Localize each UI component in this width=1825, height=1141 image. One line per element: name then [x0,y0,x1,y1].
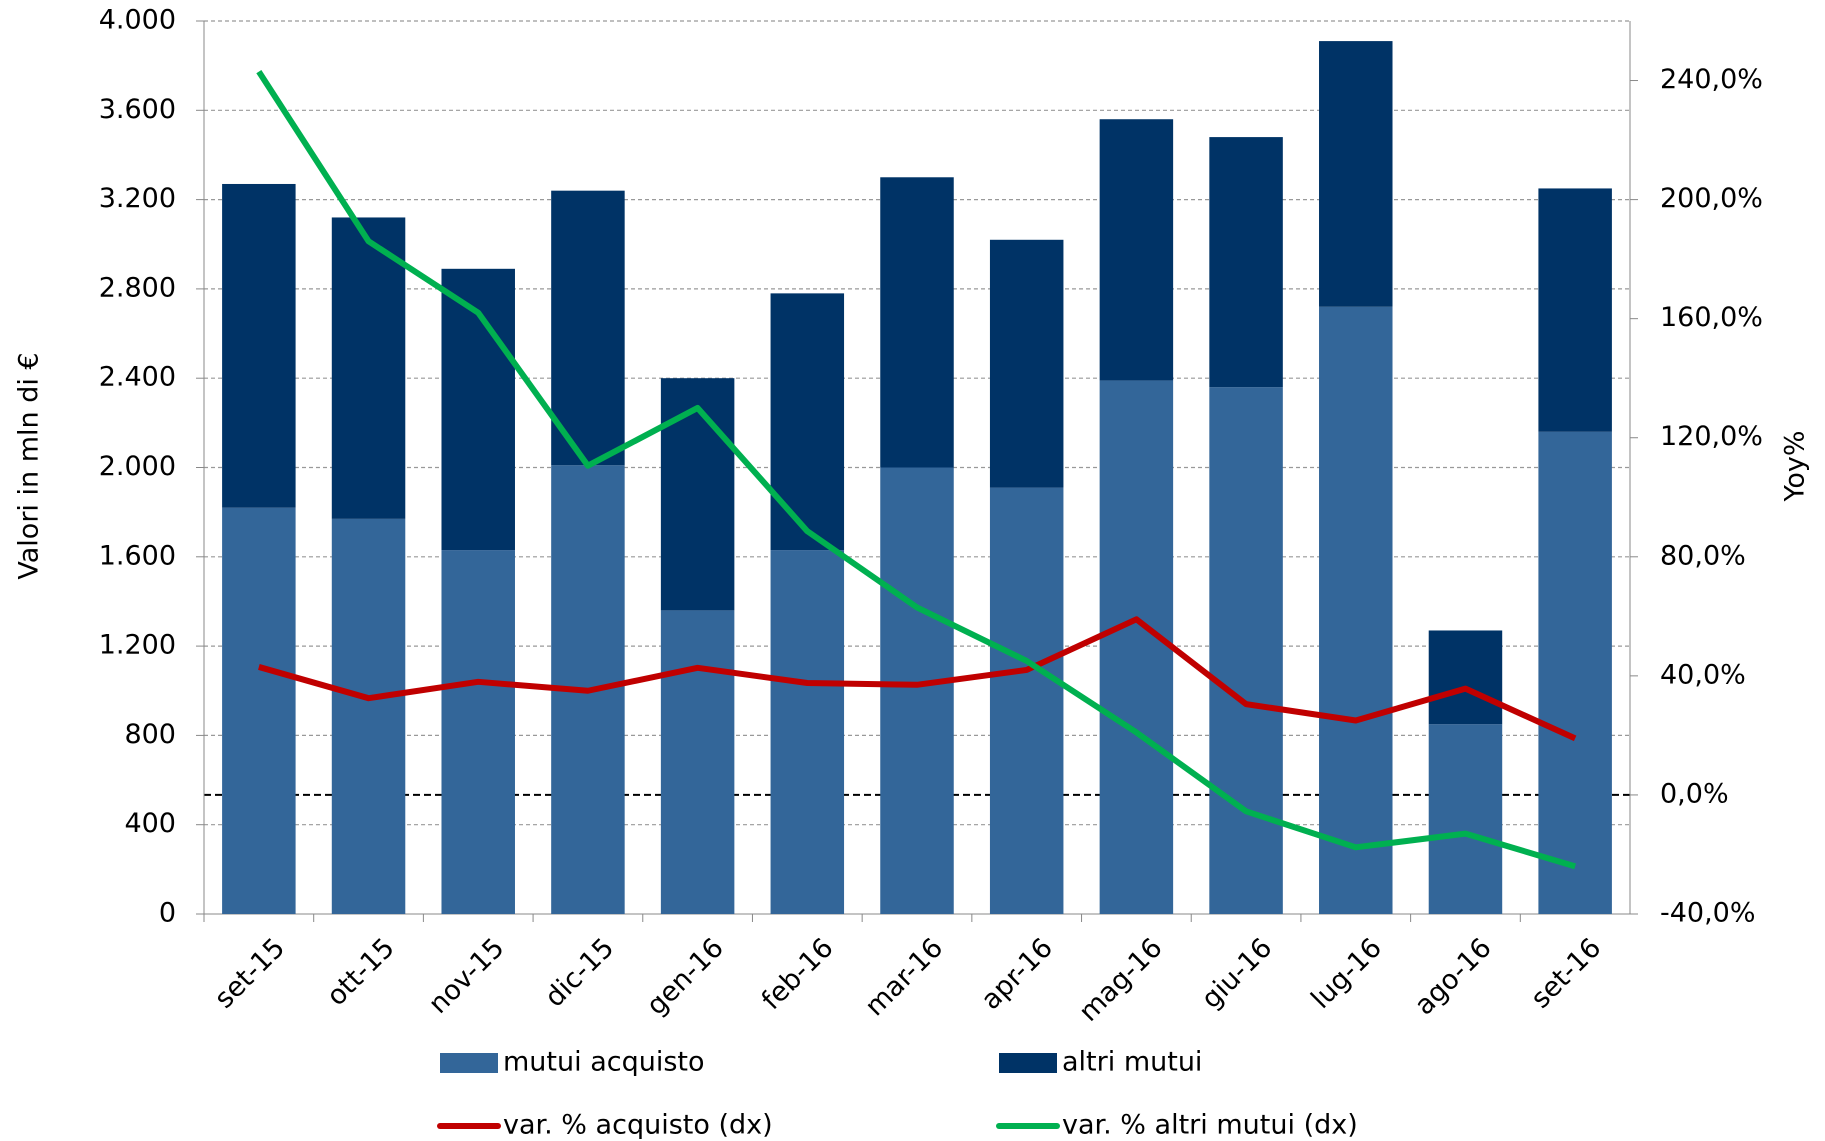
legend-label: mutui acquisto [503,1047,705,1078]
bar [222,183,296,508]
x-tick-label: set-16 [1525,932,1607,1014]
bar [441,550,515,914]
y2-tick-label: 80,0% [1660,540,1746,571]
bar [770,293,845,551]
bar [1099,119,1174,381]
y-tick-label: 4.000 [99,5,176,36]
y2-axis-label: Yoy% [1780,430,1811,502]
y2-tick-label: 160,0% [1660,302,1763,333]
bar [1319,306,1393,914]
y2-tick-label: 200,0% [1660,183,1763,214]
bar [660,378,735,611]
x-tick-label: nov-15 [423,932,511,1020]
bar [1428,724,1503,914]
bar [331,518,406,914]
y-tick-label: 800 [124,719,176,750]
bar [1538,188,1612,432]
bar [880,177,954,468]
legend-swatch [440,1053,498,1073]
y2-tick-label: 0,0% [1660,778,1729,809]
y2-tick-label: 240,0% [1660,64,1763,95]
bar [989,487,1064,914]
y-axis-label: Valori in mln di € [14,352,45,579]
legend-swatch [999,1053,1057,1073]
y2-tick-label: -40,0% [1660,898,1756,929]
x-tick-label: set-15 [209,932,291,1014]
y-tick-label: 3.200 [99,183,176,214]
x-tick-label: gen-16 [641,932,730,1021]
line [258,616,1577,742]
x-tick-label: mar-16 [859,932,949,1022]
bar [222,507,296,914]
x-tick-label: mag-16 [1073,932,1169,1028]
legend-label: var. % altri mutui (dx) [1062,1110,1358,1141]
x-tick-label: ott-15 [321,932,401,1012]
bar [1209,387,1283,914]
x-tick-label: apr-16 [975,932,1059,1016]
y-tick-label: 1.600 [99,540,176,571]
bar [1099,380,1174,914]
y-tick-label: 3.600 [99,94,176,125]
y-tick-label: 400 [124,808,176,839]
legend-label: var. % acquisto (dx) [503,1110,773,1141]
bar [1538,431,1612,914]
y-tick-label: 2.800 [99,272,176,303]
bar [770,550,845,914]
bar [1209,137,1283,388]
x-tick-label: lug-16 [1305,932,1388,1015]
line [256,69,1577,870]
bar [331,217,406,519]
y-tick-label: 2.000 [99,451,176,482]
bar [551,190,625,466]
y-tick-label: 0 [159,898,176,929]
bar [1319,41,1393,307]
bar [989,239,1064,488]
bar [660,610,735,914]
y2-tick-label: 120,0% [1660,421,1763,452]
legend-label: altri mutui [1062,1047,1202,1078]
x-tick-label: giu-16 [1196,932,1279,1015]
bar [880,467,954,914]
y-tick-label: 1.200 [99,630,176,661]
x-tick-label: dic-15 [539,932,620,1013]
y2-tick-label: 40,0% [1660,659,1746,690]
x-tick-label: feb-16 [756,932,840,1016]
x-tick-label: ago-16 [1409,932,1498,1021]
bar [1428,630,1503,725]
y-tick-label: 2.400 [99,362,176,393]
